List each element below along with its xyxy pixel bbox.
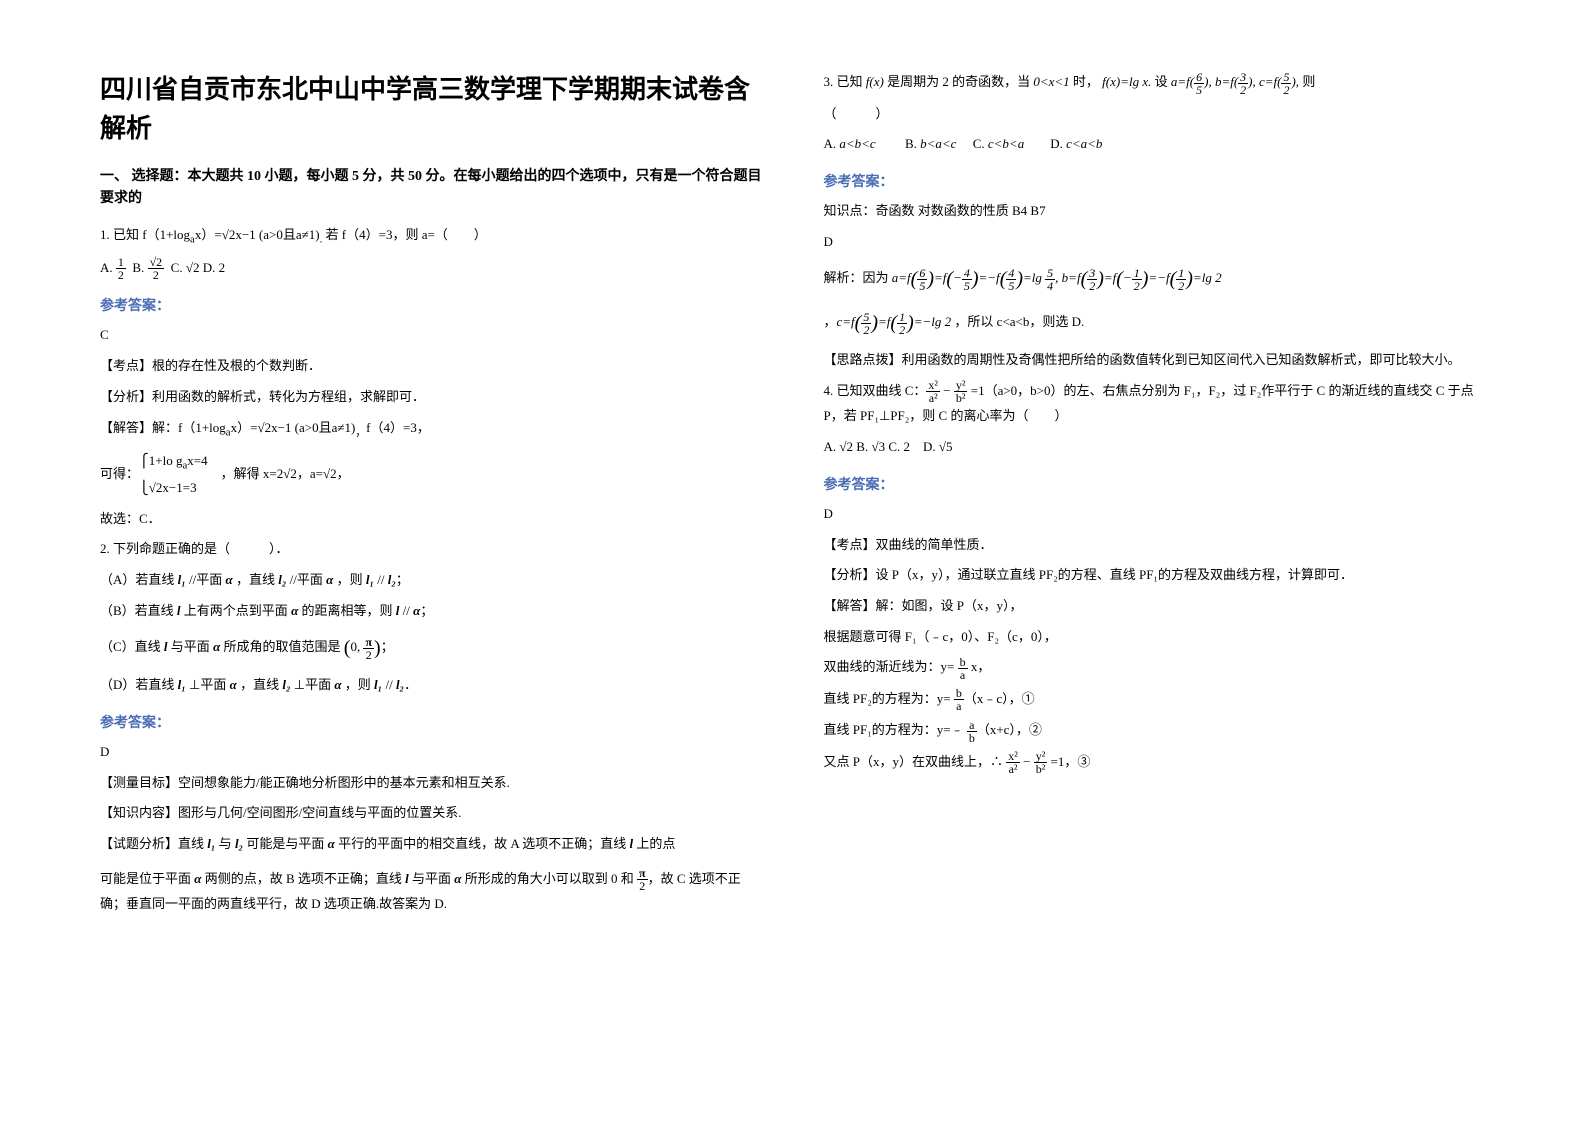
q3-stem: 3. 已知 f(x) 是周期为 2 的奇函数，当 0<x<1 时， f(x)=l…: [824, 70, 1488, 96]
q1-jieda-3: 故选：C．: [100, 507, 764, 532]
q4-answer-label: 参考答案：: [824, 474, 1488, 494]
q3-jiexi-1: 解析：因为 a=f(65)=f(−45)=−f(45)=lg 54, b=f(3…: [824, 260, 1488, 298]
q4-stem: 4. 已知双曲线 C：x²a² − y²b² =1（a>0，b>0）的左、右焦点…: [824, 379, 1488, 429]
page-root: 四川省自贡市东北中山中学高三数学理下学期期末试卷含解析 一、 选择题：本大题共 …: [0, 0, 1587, 963]
left-column: 四川省自贡市东北中山中学高三数学理下学期期末试卷含解析 一、 选择题：本大题共 …: [100, 70, 764, 923]
q1-kaopoint: 【考点】根的存在性及根的个数判断．: [100, 354, 764, 379]
q2-opt-a: （A）若直线 l₁ //平面 α ，直线 l₂ //平面 α ，则 l₁ // …: [100, 568, 764, 593]
q4-options: A. √2 B. √3 C. 2 D. √5: [824, 435, 1488, 460]
q2-opt-d: （D）若直线 l₁ ⊥平面 α ，直线 l₂ ⊥平面 α ，则 l₁ // l₂…: [100, 673, 764, 698]
q3-answer: D: [824, 230, 1488, 255]
q2-fenxi-1: 【试题分析】直线 l₁ 与 l₂ 可能是与平面 α 平行的平面中的相交直线，故 …: [100, 832, 764, 857]
q1-answer: C: [100, 323, 764, 348]
q1-options: A. 12 B. √22 C. √2 D. 2: [100, 256, 764, 282]
q2-zhishi: 【知识内容】图形与几何/空间图形/空间直线与平面的位置关系.: [100, 801, 764, 826]
q1-fenxi: 【分析】利用函数的解析式，转化为方程组，求解即可．: [100, 385, 764, 410]
doc-title: 四川省自贡市东北中山中学高三数学理下学期期末试卷含解析: [100, 70, 764, 148]
q4-answer: D: [824, 502, 1488, 527]
q1-jieda-1: 【解答】解：f（1+logax）=√2x−1 (a>0且a≠1)，f（4）=3，: [100, 416, 764, 443]
q2-stem: 2. 下列命题正确的是（ ）．: [100, 537, 764, 562]
q2-answer: D: [100, 740, 764, 765]
q4-jieda-5: 直线 PF₁的方程为：y=﹣ ab（x+c），②: [824, 718, 1488, 744]
right-column: 3. 已知 f(x) 是周期为 2 的奇函数，当 0<x<1 时， f(x)=l…: [824, 70, 1488, 923]
q4-jieda-1: 【解答】解：如图，设 P（x，y），: [824, 594, 1488, 619]
q4-kaopoint: 【考点】双曲线的简单性质．: [824, 533, 1488, 558]
section-1-header: 一、 选择题：本大题共 10 小题，每小题 5 分，共 50 分。在每小题给出的…: [100, 166, 764, 211]
q2-opt-c: （C）直线 l 与平面 α 所成角的取值范围是 (0, π2)；: [100, 629, 764, 667]
q4-jieda-4: 直线 PF₂的方程为：y= ba（x﹣c），①: [824, 687, 1488, 713]
q1-jieda-2: 可得： ⎧1+lo gax=4 ⎩√2x−1=3 ，解得 x=2√2，a=√2，: [100, 449, 764, 501]
q1-stem: 1. 已知 f（1+logax）=√2x−1 (a>0且a≠1). 若 f（4）…: [100, 223, 764, 250]
q3-silu: 【思路点拨】利用函数的周期性及奇偶性把所给的函数值转化到已知区间代入已知函数解析…: [824, 348, 1488, 373]
q4-jieda-2: 根据题意可得 F₁（﹣c，0）、F₂（c，0），: [824, 625, 1488, 650]
q2-answer-label: 参考答案：: [100, 712, 764, 732]
q3-options: A. a<b<c B. b<a<c C. c<b<a D. c<a<b: [824, 132, 1488, 157]
q3-answer-label: 参考答案：: [824, 171, 1488, 191]
q2-opt-b: （B）若直线 l 上有两个点到平面 α 的距离相等，则 l // α；: [100, 599, 764, 624]
q3-jiexi-2: ，c=f(52)=f(12)=−lg 2 ，所以 c<a<b，则选 D.: [824, 304, 1488, 342]
q3-zhishi: 知识点：奇函数 对数函数的性质 B4 B7: [824, 199, 1488, 224]
q4-jieda-3: 双曲线的渐近线为：y= ba x，: [824, 655, 1488, 681]
q4-jieda-6: 又点 P（x，y）在双曲线上，∴ x²a² − y²b² =1，③: [824, 750, 1488, 776]
q4-fenxi: 【分析】设 P（x，y），通过联立直线 PF₂的方程、直线 PF₁的方程及双曲线…: [824, 563, 1488, 588]
q3-paren: （ ）: [824, 102, 1488, 127]
q2-celiang: 【测量目标】空间想象能力/能正确地分析图形中的基本元素和相互关系.: [100, 771, 764, 796]
q1-answer-label: 参考答案：: [100, 295, 764, 315]
q2-fenxi-2: 可能是位于平面 α 两侧的点，故 B 选项不正确；直线 l 与平面 α 所形成的…: [100, 867, 764, 917]
